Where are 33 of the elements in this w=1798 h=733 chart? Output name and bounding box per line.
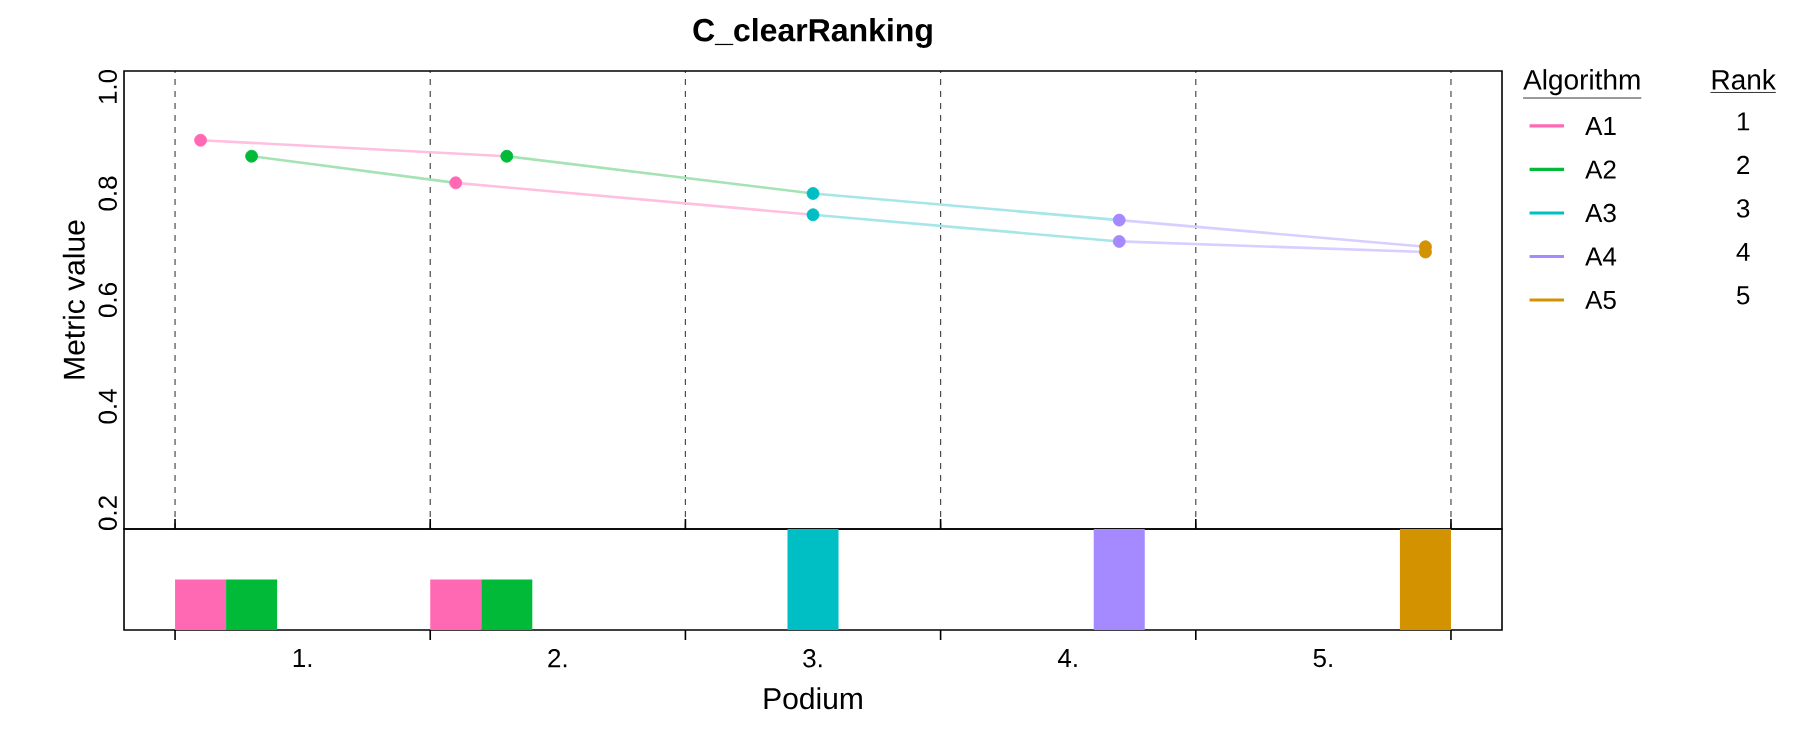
point: [1112, 235, 1126, 248]
x-tick-label: 1.: [293, 649, 312, 667]
text: 2: [1737, 155, 1750, 174]
text: 1: [1737, 112, 1750, 131]
legend-label: A4: [1585, 247, 1617, 266]
y-tick-label: 0.2: [98, 496, 117, 531]
x-tick-label: 4.: [1057, 649, 1077, 667]
text: Rank: [1712, 69, 1776, 90]
text: 4: [1736, 242, 1750, 261]
point: [1112, 213, 1126, 227]
x-tick-label: 5.: [1313, 649, 1332, 668]
point: [194, 133, 207, 147]
legend-label: A1: [1585, 117, 1616, 135]
legend-label: A3: [1585, 203, 1616, 223]
y-tick-label: 0.6: [98, 283, 117, 318]
text: 3: [1736, 199, 1750, 218]
legend-title: Algorithm: [1523, 69, 1640, 96]
text: 5: [1736, 286, 1750, 305]
chart-title: C_clearRanking: [693, 17, 932, 48]
legend-label: A5: [1585, 290, 1616, 310]
y-tick-label: 0.4: [98, 389, 117, 424]
y-tick-label: 1.0: [98, 69, 117, 104]
y-axis-title: Metric value: [62, 220, 85, 379]
point: [806, 187, 820, 200]
legend-label: A2: [1585, 160, 1616, 179]
x-axis-title: Podium: [764, 687, 862, 710]
x-tick-label: 2.: [548, 649, 567, 668]
y-tick-label: 0.8: [98, 176, 117, 211]
point: [806, 208, 820, 222]
point: [449, 176, 463, 190]
point: [245, 149, 259, 163]
point: [500, 149, 514, 163]
x-tick-label: 3.: [803, 649, 822, 668]
